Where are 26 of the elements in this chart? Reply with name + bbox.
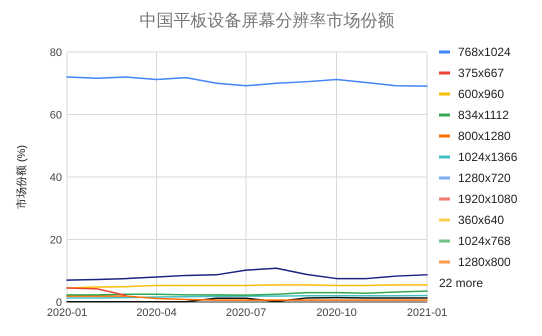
legend-label: 800x1280	[458, 129, 512, 143]
legend-label: 360x640	[458, 213, 504, 227]
text: 22 more	[439, 276, 484, 290]
y-tick-label: 0	[56, 297, 62, 309]
legend-label: 1024x768	[458, 234, 512, 248]
chart-title: 中国平板设备屏幕分辨率市场份额	[140, 11, 394, 30]
legend-label: 375x667	[458, 66, 504, 80]
legend-label: 1280x720	[458, 171, 512, 185]
legend-label: 1024x1366	[458, 150, 518, 164]
line-series	[66, 76, 428, 87]
x-tick-label: 2020-04	[136, 307, 177, 319]
y-tick-label: 60	[50, 110, 62, 122]
x-tick-label: 2020-01	[46, 307, 88, 319]
x-tick-label: 2020-10	[316, 307, 357, 319]
y-tick-label: 40	[50, 172, 62, 184]
x-tick-label: 2021-01	[406, 307, 448, 319]
x-tick-label: 2020-07	[226, 307, 266, 319]
legend-label: 768x1024	[458, 45, 512, 59]
legend-label: 1280x800	[458, 255, 512, 269]
y-tick-label: 80	[50, 47, 62, 59]
y-axis-title: 市场份额 (%)	[15, 144, 28, 210]
line-series	[66, 268, 428, 281]
legend-label: 1920x1080	[458, 192, 518, 206]
y-tick-label: 20	[50, 234, 62, 246]
legend-label: 600x960	[458, 87, 504, 101]
legend-label: 834x1112	[458, 108, 510, 122]
